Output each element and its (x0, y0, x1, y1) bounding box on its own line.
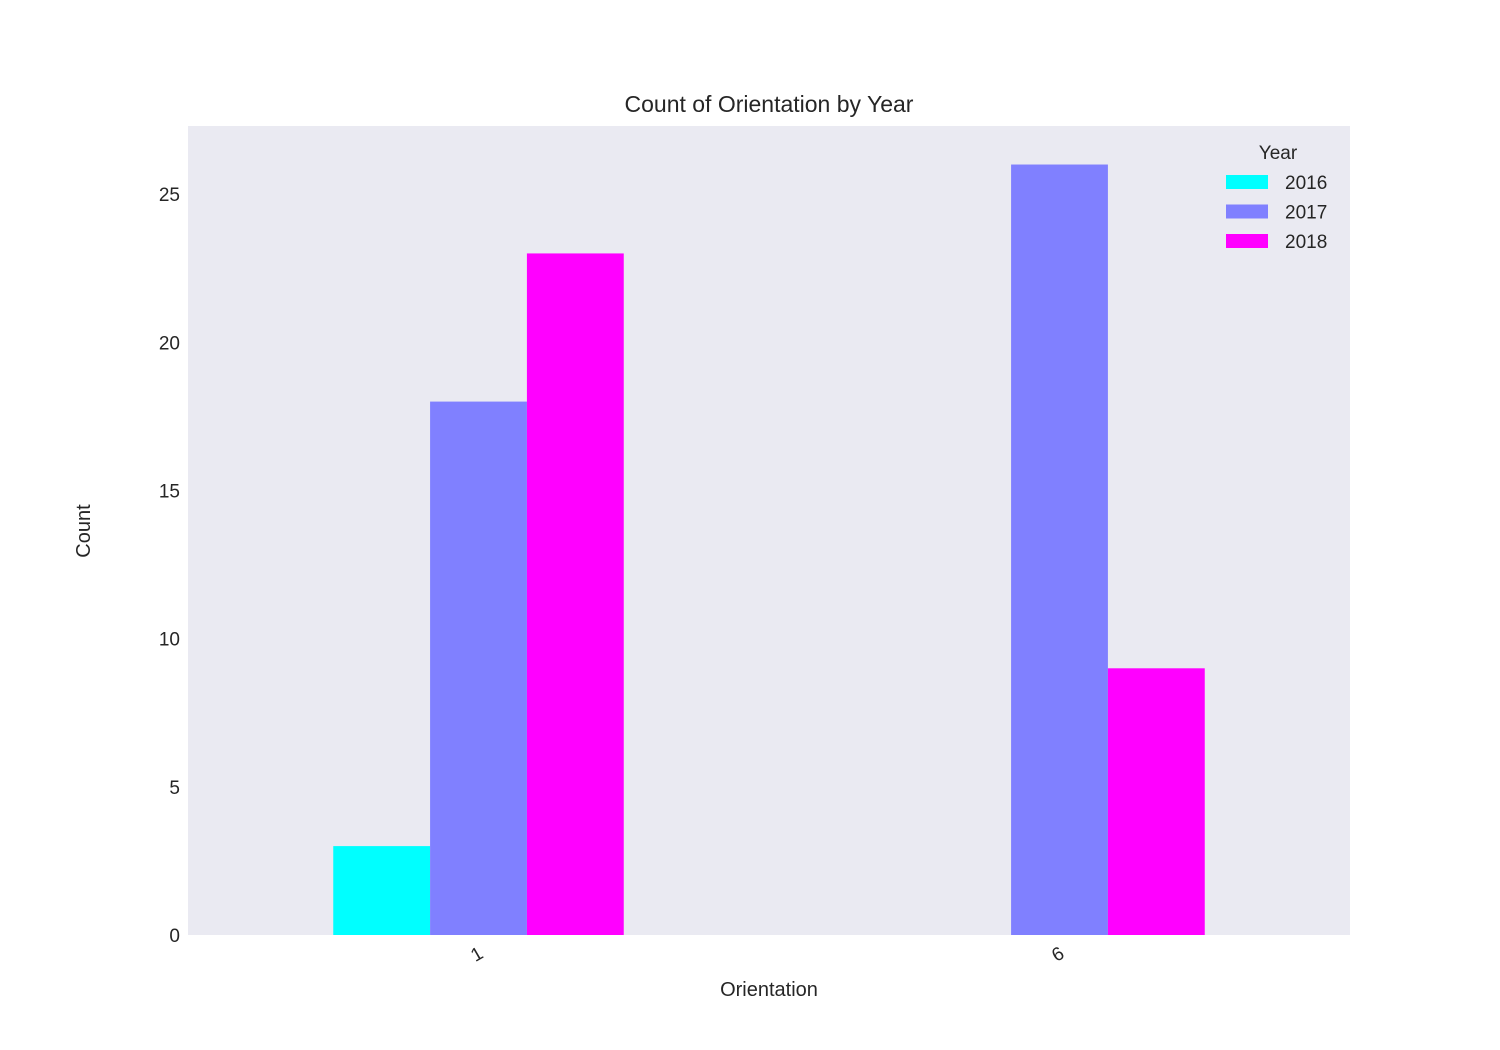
legend-swatch-2016 (1226, 175, 1268, 189)
legend-label-2017: 2017 (1285, 203, 1327, 224)
y-tick-label: 10 (159, 630, 180, 651)
x-axis-label: Orientation (720, 979, 818, 1001)
y-tick-label: 20 (159, 333, 180, 354)
x-tick-label: 1 (467, 943, 487, 966)
bar-2017-6 (1011, 164, 1108, 935)
y-axis-ticks: 0 5 10 15 20 25 (159, 185, 180, 947)
bars-group (333, 164, 1205, 936)
legend: Year 2016 2017 2018 (1226, 143, 1327, 253)
x-tick-label: 6 (1048, 943, 1068, 966)
legend-swatch-2018 (1226, 234, 1268, 248)
bar-2018-6 (1107, 668, 1205, 935)
chart-title: Count of Orientation by Year (625, 91, 914, 117)
y-axis-label: Count (73, 504, 95, 558)
legend-label-2018: 2018 (1285, 232, 1327, 253)
legend-swatch-2017 (1226, 204, 1268, 219)
y-tick-label: 15 (159, 481, 180, 502)
y-tick-label: 25 (159, 185, 180, 206)
bar-2016-1 (333, 846, 431, 935)
legend-title: Year (1259, 143, 1298, 164)
bar-2018-1 (526, 253, 624, 935)
y-tick-label: 5 (169, 778, 180, 799)
y-tick-label: 0 (169, 926, 180, 947)
legend-label-2016: 2016 (1285, 173, 1327, 194)
bar-2017-1 (430, 401, 527, 936)
